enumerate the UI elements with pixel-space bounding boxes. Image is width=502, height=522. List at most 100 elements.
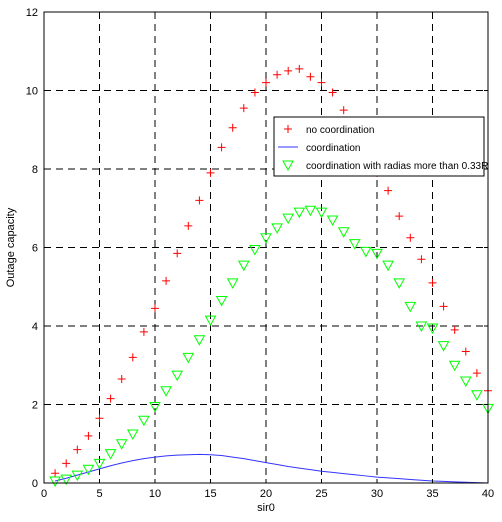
data-point (51, 469, 60, 478)
x-tick-label: 35 (426, 488, 438, 500)
data-point (128, 353, 137, 362)
data-point (415, 321, 428, 333)
data-point (93, 458, 106, 470)
data-point (304, 205, 317, 217)
data-point (271, 223, 283, 234)
y-tick-label: 8 (32, 164, 38, 176)
data-point (295, 64, 304, 73)
data-point (149, 401, 161, 413)
data-point (162, 276, 171, 285)
data-point (273, 70, 282, 79)
data-point (448, 360, 461, 372)
x-tick-label: 15 (204, 488, 216, 500)
legend-entry: coordination with radias more than 0.33R (282, 160, 488, 172)
data-point (160, 386, 172, 397)
series-1 (54, 453, 489, 484)
data-point (151, 304, 159, 313)
data-point (395, 212, 404, 221)
data-point (406, 233, 415, 242)
data-point (315, 207, 328, 219)
y-tick-label: 12 (26, 7, 38, 19)
data-point (404, 301, 417, 313)
x-tick-label: 0 (41, 488, 47, 500)
x-tick-label: 20 (260, 488, 272, 500)
series-line (54, 453, 489, 484)
data-point (173, 249, 182, 258)
legend-label: coordination (306, 143, 360, 154)
data-point (317, 78, 326, 87)
tick-layer: 0 5 10 15 20 25 30 35 40 0 2 4 6 8 10 12 (26, 7, 494, 500)
legend-swatch (284, 125, 292, 133)
y-tick-label: 0 (32, 478, 38, 490)
legend: no coordination coordination coordination … (273, 116, 488, 177)
legend-box (273, 116, 485, 177)
data-point (328, 88, 337, 97)
x-tick-label: 40 (482, 488, 494, 500)
legend-label: no coordination (306, 125, 374, 136)
data-point (215, 295, 228, 307)
data-point (339, 106, 348, 115)
data-point (428, 278, 437, 287)
data-point (184, 221, 193, 230)
data-point (293, 207, 306, 219)
data-point (348, 239, 361, 250)
y-axis-label: Outage capacity (5, 207, 17, 287)
data-point (204, 315, 217, 327)
data-point (471, 390, 483, 401)
data-point (206, 168, 215, 177)
data-point (84, 431, 93, 440)
data-point (73, 445, 82, 454)
data-point (417, 255, 426, 264)
data-point (239, 104, 248, 113)
data-point (326, 215, 339, 227)
data-point (384, 186, 393, 195)
x-tick-label: 5 (96, 488, 102, 500)
data-point (117, 374, 126, 383)
data-point (49, 476, 61, 488)
data-point (306, 72, 315, 81)
data-point (95, 414, 104, 423)
data-point (393, 278, 406, 289)
y-tick-label: 10 (26, 86, 38, 98)
data-point (60, 474, 73, 486)
x-axis-label: sir0 (257, 502, 275, 514)
data-point (139, 327, 148, 336)
data-point (217, 143, 226, 152)
data-point (126, 429, 139, 440)
x-tick-label: 10 (149, 488, 161, 500)
data-point (228, 123, 237, 132)
data-point (472, 369, 481, 378)
data-point (249, 244, 261, 256)
legend-label: coordination with radias more than 0.33R (306, 161, 488, 172)
data-point (459, 376, 472, 387)
data-point (439, 302, 448, 311)
data-point (195, 196, 204, 205)
data-point (82, 464, 95, 476)
data-point (360, 246, 372, 258)
y-tick-label: 6 (32, 243, 38, 255)
data-point (461, 347, 470, 356)
data-point (450, 325, 459, 334)
data-point (282, 213, 295, 225)
data-point (284, 66, 293, 75)
data-point (262, 78, 270, 87)
data-point (437, 341, 450, 352)
grid (44, 12, 488, 483)
data-point (193, 335, 206, 346)
data-point (171, 370, 184, 382)
data-point (182, 352, 195, 364)
legend-swatch (282, 160, 294, 172)
data-point (62, 459, 71, 468)
data-point (115, 439, 128, 450)
data-point (237, 260, 250, 272)
data-point (382, 260, 394, 272)
legend-entries: no coordination coordination coordination … (278, 125, 488, 172)
data-point (337, 227, 350, 238)
data-point (426, 323, 439, 334)
data-point (260, 233, 272, 244)
series-2 (49, 205, 494, 488)
legend-entry: coordination (278, 143, 360, 154)
